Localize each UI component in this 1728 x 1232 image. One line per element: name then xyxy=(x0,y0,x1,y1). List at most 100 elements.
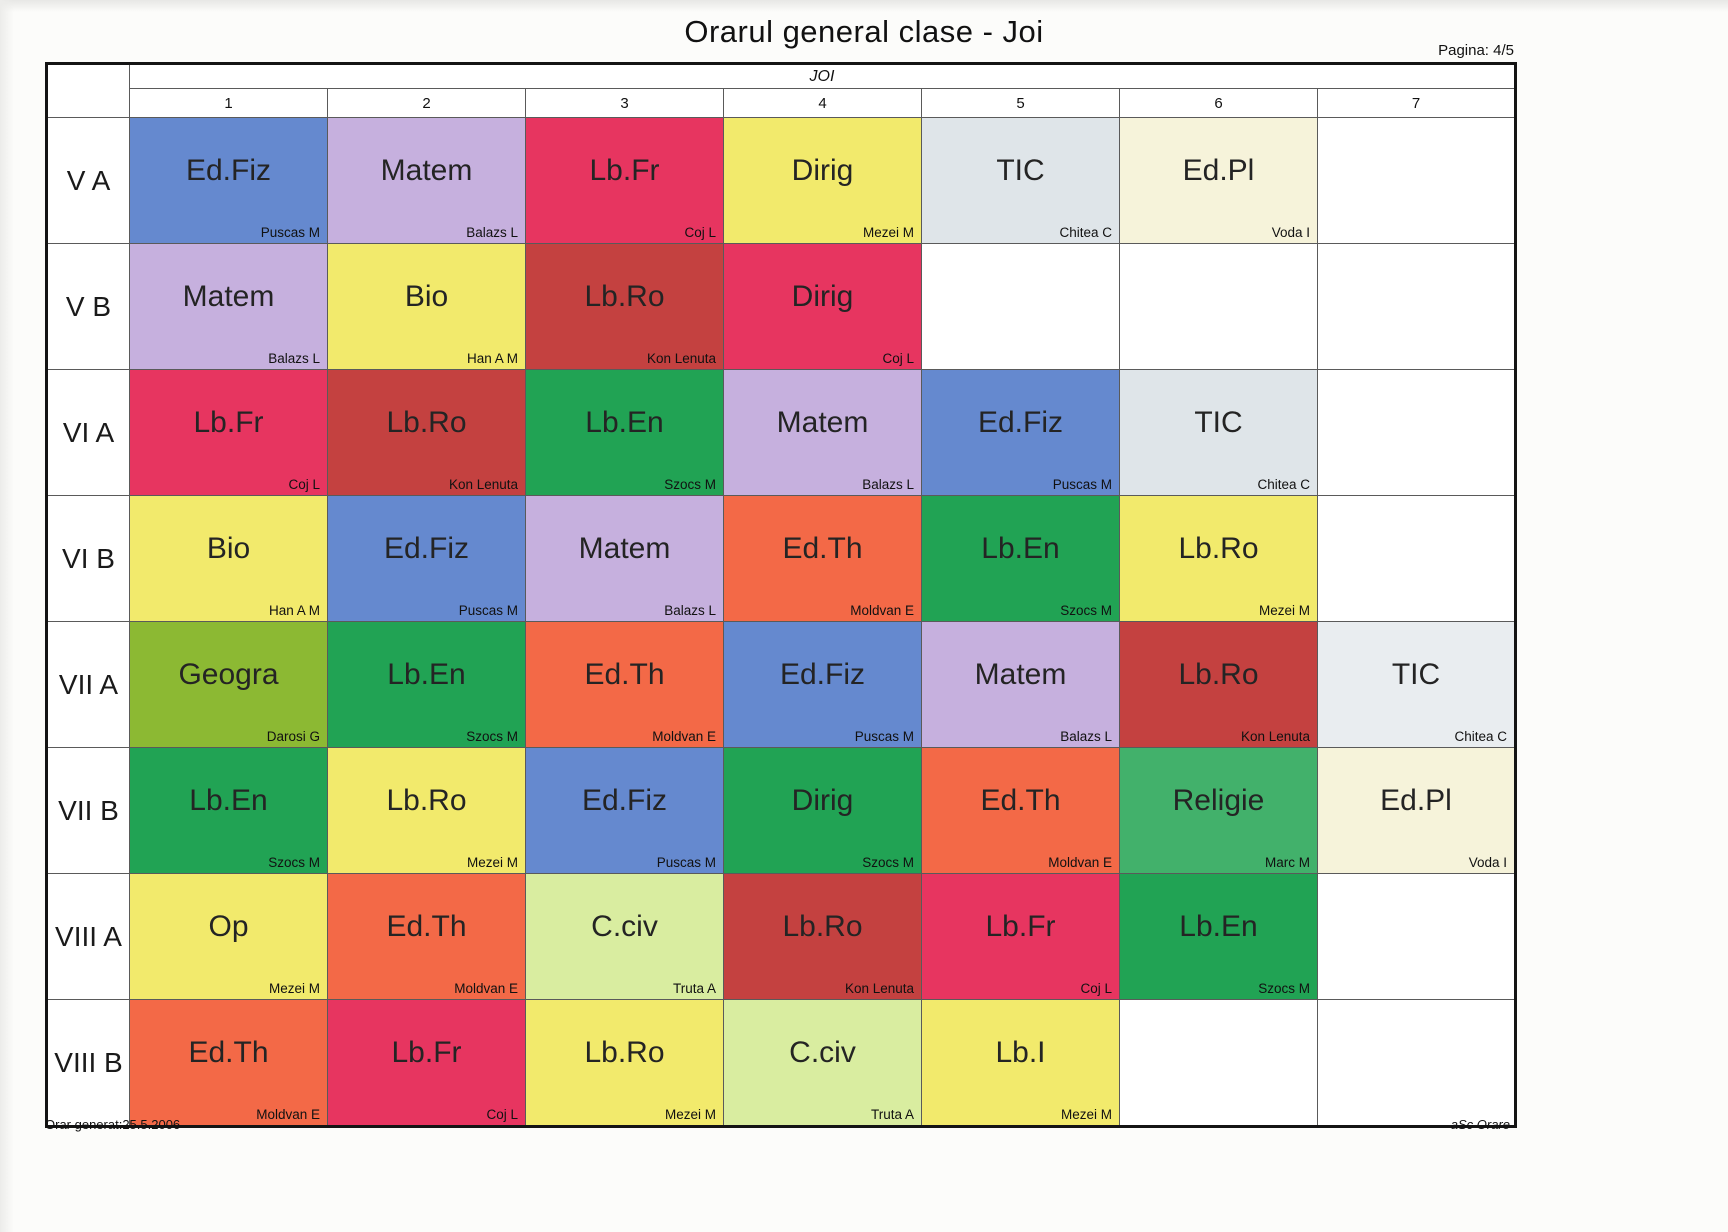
lesson-cell-viib-p5: Ed.Th Moldvan E xyxy=(921,747,1120,874)
row-viib: VII B Lb.En Szocs M Lb.Ro Mezei M Ed.Fiz Pusca… xyxy=(46,747,1516,874)
class-label-viia: VII A xyxy=(46,621,130,748)
lesson-cell-va-p6: Ed.Pl Voda I xyxy=(1119,117,1318,244)
teacher-label: Szocs M xyxy=(1258,981,1310,996)
teacher-label: Mezei M xyxy=(268,981,320,996)
subject-label: Ed.Th xyxy=(584,657,665,691)
teacher-label: Moldvan E xyxy=(652,729,716,744)
lesson-cell-viiia-p1: Op Mezei M xyxy=(129,873,328,1000)
subject-label: Lb.Ro xyxy=(386,783,467,817)
lesson-cell-va-p1: Ed.Fiz Puscas M xyxy=(129,117,328,244)
subject-label: Lb.Fr xyxy=(985,909,1056,943)
teacher-label: Chitea C xyxy=(1059,225,1112,240)
class-label-via: VI A xyxy=(46,369,130,496)
subject-label: TIC xyxy=(996,153,1045,187)
teacher-label: Szocs M xyxy=(1060,603,1112,618)
teacher-label: Mezei M xyxy=(862,225,914,240)
lesson-cell-viiia-p6: Lb.En Szocs M xyxy=(1119,873,1318,1000)
teacher-label: Puscas M xyxy=(1052,477,1112,492)
subject-label: Lb.Ro xyxy=(584,1035,665,1069)
subject-label: Matem xyxy=(182,279,275,313)
page-title: Orarul general clase - Joi xyxy=(684,14,1044,49)
subject-label: Lb.En xyxy=(189,783,268,817)
lesson-cell-va-p3: Lb.Fr Coj L xyxy=(525,117,724,244)
subject-label: Lb.I xyxy=(995,1035,1046,1069)
subject-label: Ed.Fiz xyxy=(977,405,1064,439)
lesson-cell-viia-p2: Lb.En Szocs M xyxy=(327,621,526,748)
subject-label: Lb.Fr xyxy=(589,153,660,187)
empty-cell-viiia-p7 xyxy=(1317,873,1516,1000)
lesson-cell-viiib-p5: Lb.I Mezei M xyxy=(921,999,1120,1127)
teacher-label: Mezei M xyxy=(664,1107,716,1122)
teacher-label: Coj L xyxy=(1080,981,1112,996)
subject-label: Bio xyxy=(206,531,251,565)
lesson-cell-viib-p6: Religie Marc M xyxy=(1119,747,1318,874)
teacher-label: Coj L xyxy=(882,351,914,366)
teacher-label: Truta A xyxy=(870,1107,914,1122)
teacher-label: Szocs M xyxy=(664,477,716,492)
lesson-cell-via-p4: Matem Balazs L xyxy=(723,369,922,496)
row-viia: VII A Geogra Darosi G Lb.En Szocs M Ed.Th Mold… xyxy=(46,621,1516,748)
lesson-cell-va-p4: Dirig Mezei M xyxy=(723,117,922,244)
subject-label: Ed.Pl xyxy=(1182,153,1255,187)
teacher-label: Chitea C xyxy=(1454,729,1507,744)
lesson-cell-vib-p2: Ed.Fiz Puscas M xyxy=(327,495,526,622)
period-header-4: 4 xyxy=(723,88,922,118)
teacher-label: Moldvan E xyxy=(850,603,914,618)
subject-label: Ed.Th xyxy=(386,909,467,943)
subject-label: TIC xyxy=(1391,657,1441,691)
teacher-label: Kon Lenuta xyxy=(844,981,914,996)
row-va: V A Ed.Fiz Puscas M Matem Balazs L Lb.Fr Coj L… xyxy=(46,117,1516,244)
day-header: JOI xyxy=(129,63,1516,89)
lesson-cell-vib-p4: Ed.Th Moldvan E xyxy=(723,495,922,622)
subject-label: Ed.Pl xyxy=(1380,783,1452,817)
lesson-cell-viib-p4: Dirig Szocs M xyxy=(723,747,922,874)
subject-label: Dirig xyxy=(791,783,854,817)
teacher-label: Han A M xyxy=(466,351,518,366)
lesson-cell-viiib-p1: Ed.Th Moldvan E xyxy=(129,999,328,1127)
teacher-label: Kon Lenuta xyxy=(646,351,716,366)
empty-cell-vb-p6 xyxy=(1119,243,1318,370)
row-viiia: VIII A Op Mezei M Ed.Th Moldvan E C.civ Truta … xyxy=(46,873,1516,1000)
teacher-label: Puscas M xyxy=(260,225,320,240)
subject-label: Lb.En xyxy=(585,405,664,439)
lesson-cell-vib-p5: Lb.En Szocs M xyxy=(921,495,1120,622)
lesson-cell-viiia-p2: Ed.Th Moldvan E xyxy=(327,873,526,1000)
teacher-label: Kon Lenuta xyxy=(1240,729,1310,744)
row-vib: VI B Bio Han A M Ed.Fiz Puscas M Matem Balazs … xyxy=(46,495,1516,622)
timetable-body: V A Ed.Fiz Puscas M Matem Balazs L Lb.Fr Coj L… xyxy=(46,117,1516,1127)
software-credit: aSc Orare xyxy=(1450,1117,1510,1132)
subject-label: Bio xyxy=(404,279,449,313)
subject-label: Lb.Ro xyxy=(782,909,863,943)
teacher-label: Puscas M xyxy=(458,603,518,618)
empty-cell-viiib-p6 xyxy=(1119,999,1318,1127)
lesson-cell-viiib-p2: Lb.Fr Coj L xyxy=(327,999,526,1127)
period-header-1: 1 xyxy=(129,88,328,118)
subject-label: Dirig xyxy=(791,279,854,313)
period-header-row: 1 2 3 4 5 6 7 xyxy=(47,88,1516,118)
subject-label: C.civ xyxy=(591,909,658,943)
corner-cell xyxy=(46,63,130,118)
lesson-cell-viia-p6: Lb.Ro Kon Lenuta xyxy=(1119,621,1318,748)
teacher-label: Truta A xyxy=(672,981,716,996)
period-header-3: 3 xyxy=(525,88,724,118)
lesson-cell-vb-p3: Lb.Ro Kon Lenuta xyxy=(525,243,724,370)
subject-label: Geogra xyxy=(178,657,279,691)
page-indicator: Pagina: 4/5 xyxy=(1438,42,1514,59)
empty-cell-va-p7 xyxy=(1317,117,1516,244)
teacher-label: Chitea C xyxy=(1257,477,1310,492)
teacher-label: Darosi G xyxy=(266,729,320,744)
lesson-cell-viiia-p4: Lb.Ro Kon Lenuta xyxy=(723,873,922,1000)
lesson-cell-viib-p7: Ed.Pl Voda I xyxy=(1317,747,1516,874)
lesson-cell-viia-p5: Matem Balazs L xyxy=(921,621,1120,748)
timetable: JOI 1 2 3 4 5 6 7 V A Ed.Fiz Puscas M Matem… xyxy=(45,62,1517,1128)
lesson-cell-vb-p4: Dirig Coj L xyxy=(723,243,922,370)
teacher-label: Mezei M xyxy=(1060,1107,1112,1122)
subject-label: Lb.Fr xyxy=(193,405,264,439)
subject-label: Ed.Th xyxy=(188,1035,269,1069)
lesson-cell-vb-p1: Matem Balazs L xyxy=(129,243,328,370)
class-label-va: V A xyxy=(46,117,130,244)
lesson-cell-va-p5: TIC Chitea C xyxy=(921,117,1120,244)
lesson-cell-viiib-p4: C.civ Truta A xyxy=(723,999,922,1127)
period-header-6: 6 xyxy=(1119,88,1318,118)
class-label-viiib: VIII B xyxy=(46,999,130,1127)
